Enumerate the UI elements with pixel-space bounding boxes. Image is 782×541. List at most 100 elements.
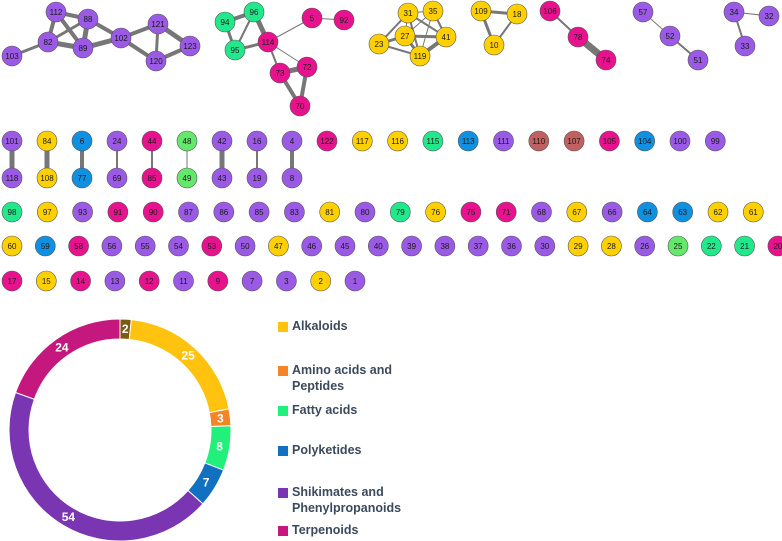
- node-label: 42: [218, 137, 227, 146]
- network-node: 8: [281, 167, 303, 189]
- node-circle: [563, 130, 585, 152]
- node-label: 51: [694, 56, 703, 65]
- node-label: 63: [678, 208, 687, 217]
- network-node: 59: [34, 235, 56, 257]
- node-circle: [531, 201, 552, 223]
- node-label: 70: [296, 102, 305, 111]
- node-circle: [742, 201, 764, 223]
- network-node: 117: [351, 130, 373, 152]
- network-node: 112: [45, 1, 67, 23]
- network-node: 3: [276, 270, 297, 292]
- network-node: 44: [141, 130, 163, 152]
- node-circle: [528, 130, 550, 152]
- network-node: 103: [1, 45, 23, 67]
- node-circle: [176, 130, 198, 152]
- node-label: 36: [507, 242, 516, 251]
- network-node: 61: [742, 201, 764, 223]
- node-circle: [467, 235, 489, 257]
- network-node: 92: [333, 9, 355, 31]
- network-node: 104: [634, 130, 656, 152]
- network-node: 68: [531, 201, 552, 223]
- node-circle: [71, 130, 93, 152]
- node-label: 101: [5, 137, 19, 146]
- node-label: 98: [8, 208, 17, 217]
- network-node: 11: [173, 270, 194, 292]
- node-label: 32: [765, 12, 774, 21]
- node-label: 80: [361, 208, 370, 217]
- node-label: 100: [673, 137, 687, 146]
- network-node: 50: [234, 235, 256, 257]
- node-circle: [179, 35, 201, 57]
- node-label: 111: [497, 137, 510, 146]
- donut-data-label: 25: [181, 348, 195, 362]
- node-circle: [667, 235, 689, 257]
- node-circle: [389, 201, 411, 223]
- network-node: 93: [72, 201, 93, 223]
- network-node: 13: [104, 270, 126, 292]
- node-circle: [534, 235, 556, 257]
- network-node: 31: [397, 2, 419, 24]
- node-circle: [284, 201, 305, 223]
- node-label: 21: [740, 242, 749, 251]
- node-label: 33: [741, 42, 750, 51]
- network-node: 1: [344, 270, 366, 292]
- network-node: 79: [389, 201, 411, 223]
- node-circle: [104, 270, 126, 292]
- node-circle: [248, 201, 270, 223]
- network-node: 35: [422, 0, 444, 22]
- node-circle: [401, 235, 422, 257]
- node-label: 75: [466, 208, 475, 217]
- node-circle: [334, 235, 356, 257]
- node-label: 82: [44, 38, 53, 47]
- network-node: 39: [401, 235, 422, 257]
- node-label: 34: [730, 8, 739, 17]
- node-label: 6: [80, 137, 85, 146]
- legend-swatch: [278, 322, 288, 332]
- node-circle: [147, 13, 169, 35]
- node-circle: [246, 167, 268, 189]
- node-label: 61: [749, 208, 758, 217]
- network-node: 85: [248, 201, 270, 223]
- network-node: 33: [734, 35, 756, 57]
- legend-swatch: [278, 488, 288, 498]
- node-circle: [301, 235, 323, 257]
- node-label: 116: [391, 137, 404, 146]
- node-circle: [1, 130, 23, 152]
- node-circle: [434, 235, 456, 257]
- node-label: 26: [640, 242, 649, 251]
- node-circle: [173, 270, 194, 292]
- node-label: 62: [714, 208, 723, 217]
- node-label: 95: [231, 46, 240, 55]
- network-node: 100: [669, 130, 691, 152]
- legend-item: Terpenoids: [278, 522, 432, 538]
- node-circle: [659, 25, 681, 47]
- node-label: 117: [356, 137, 369, 146]
- node-circle: [566, 201, 588, 223]
- node-circle: [281, 130, 303, 152]
- network-node: 75: [460, 201, 482, 223]
- node-label: 71: [502, 208, 511, 217]
- node-label: 106: [543, 7, 557, 16]
- legend-swatch: [278, 526, 288, 536]
- node-label: 84: [43, 137, 52, 146]
- node-label: 20: [773, 242, 782, 251]
- node-label: 9: [216, 277, 221, 286]
- donut-slice-shikimates-and-phenylpropanoids: [8, 391, 204, 541]
- node-label: 88: [84, 15, 93, 24]
- node-label: 47: [274, 242, 283, 251]
- node-circle: [637, 201, 658, 223]
- node-circle: [106, 167, 128, 189]
- node-label: 123: [183, 42, 197, 51]
- legend-label: Polyketides: [292, 443, 362, 457]
- node-label: 109: [474, 7, 488, 16]
- network-node: 21: [734, 235, 755, 257]
- node-label: 24: [113, 137, 122, 146]
- network-node: 71: [495, 201, 517, 223]
- network-node: 110: [528, 130, 550, 152]
- network-node: 24: [106, 130, 128, 152]
- node-label: 57: [639, 8, 648, 17]
- node-circle: [354, 201, 376, 223]
- node-circle: [669, 130, 691, 152]
- node-label: 5: [310, 14, 315, 23]
